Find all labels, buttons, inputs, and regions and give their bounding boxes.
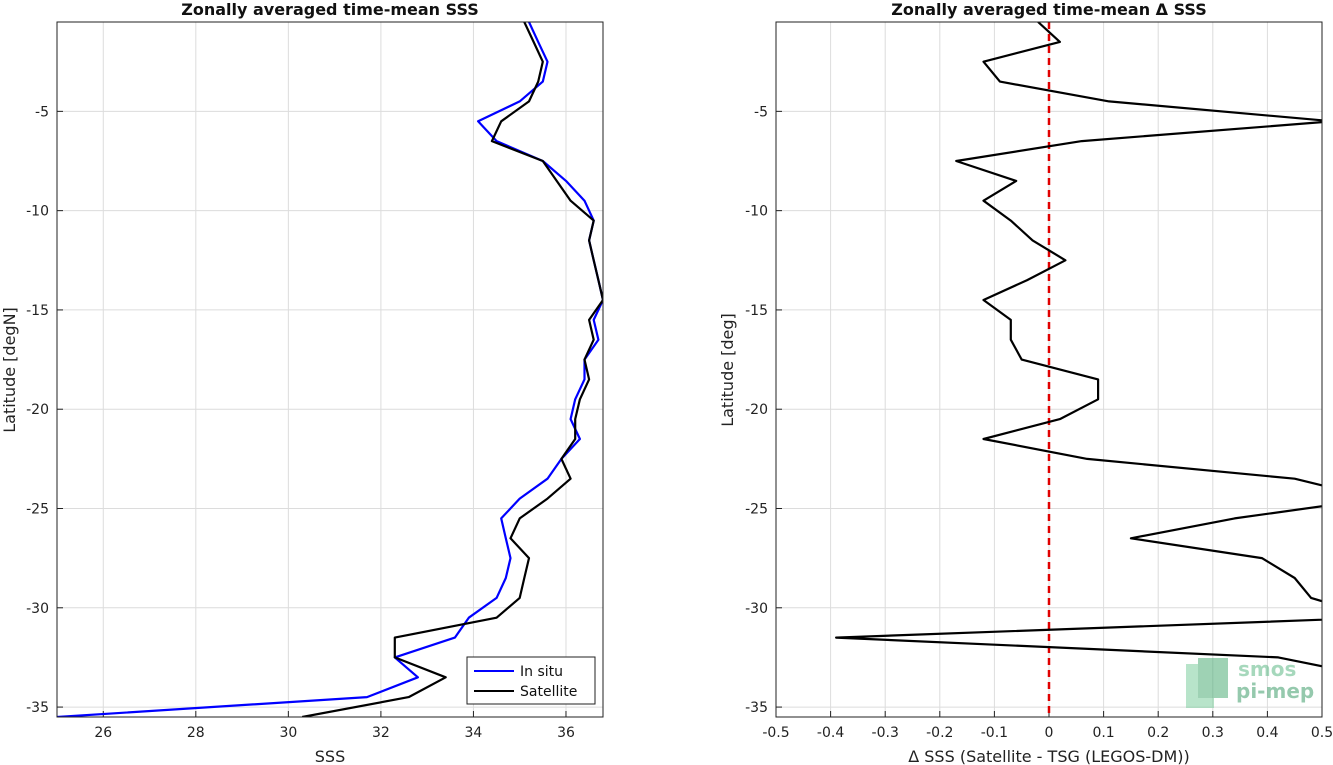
watermark-block-2	[1198, 658, 1228, 698]
right-y-tick-label: -20	[745, 402, 768, 418]
left-x-tick-label: 32	[372, 725, 390, 741]
legend: In situ Satellite	[466, 656, 596, 705]
right-series-line-series-0	[834, 22, 1322, 668]
left-x-axis-label: SSS	[315, 747, 345, 765]
left-ticks: 26 28 30 32 34 36 -35 -30 -25 -20 -15 -10 -5	[26, 104, 575, 741]
right-x-tick-label: -0.1	[981, 725, 1008, 741]
legend-box	[466, 656, 596, 705]
left-panel: 26 28 30 32 34 36 -35 -30 -25 -20 -15 -10 -5 Zonally…	[0, 0, 604, 765]
left-x-tick-label: 26	[94, 725, 112, 741]
left-y-axis-label: Latitude [degN]	[0, 307, 19, 433]
right-y-tick-label: -10	[745, 204, 768, 220]
right-x-tick-label: -0.3	[872, 725, 899, 741]
right-x-tick-label: 0.3	[1202, 725, 1224, 741]
right-y-tick-label: -35	[745, 700, 768, 716]
watermark-line1: smos	[1238, 657, 1296, 681]
right-x-tick-label: -0.5	[762, 725, 789, 741]
left-y-tick-label: -15	[26, 303, 49, 319]
watermark-logo: smos pi-mep	[1186, 657, 1314, 708]
right-series	[834, 22, 1322, 717]
left-series-line-satellite	[301, 22, 603, 717]
right-y-tick-label: -25	[745, 502, 768, 518]
right-x-tick-label: 0.5	[1311, 725, 1333, 741]
left-series-line-in-situ	[57, 22, 603, 717]
left-y-tick-label: -5	[35, 104, 49, 120]
left-x-tick-label: 30	[279, 725, 297, 741]
left-axes-frame	[56, 21, 604, 718]
right-ticks: -0.5 -0.4 -0.3 -0.2 -0.1 0 0.1 0.2 0.3 0.4 0.5 -35 -…	[745, 104, 1333, 741]
right-y-tick-label: -5	[754, 104, 768, 120]
left-x-tick-label: 28	[187, 725, 205, 741]
left-y-tick-label: -25	[26, 502, 49, 518]
right-x-tick-label: 0.1	[1092, 725, 1114, 741]
left-y-tick-label: -30	[26, 601, 49, 617]
left-x-tick-label: 36	[557, 725, 575, 741]
right-y-tick-label: -15	[745, 303, 768, 319]
right-y-tick-label: -30	[745, 601, 768, 617]
legend-label-satellite: Satellite	[520, 684, 577, 700]
right-chart-title: Zonally averaged time-mean Δ SSS	[891, 0, 1207, 19]
left-y-tick-label: -10	[26, 204, 49, 220]
left-y-tick-label: -35	[26, 700, 49, 716]
right-axes-frame	[775, 21, 1323, 718]
right-x-axis-label: Δ SSS (Satellite - TSG (LEGOS-DM))	[908, 747, 1190, 765]
left-x-tick-label: 34	[465, 725, 483, 741]
right-x-tick-label: 0.2	[1147, 725, 1169, 741]
left-series	[57, 22, 603, 717]
right-y-axis-label: Latitude [deg]	[718, 313, 737, 427]
right-x-tick-label: 0.4	[1256, 725, 1278, 741]
right-x-tick-label: 0	[1045, 725, 1054, 741]
legend-label-in-situ: In situ	[520, 664, 563, 680]
right-x-tick-label: -0.2	[926, 725, 953, 741]
right-x-tick-label: -0.4	[817, 725, 844, 741]
left-grid	[57, 22, 603, 717]
watermark-line2: pi-mep	[1236, 679, 1314, 703]
right-panel: -0.5 -0.4 -0.3 -0.2 -0.1 0 0.1 0.2 0.3 0.4 0.5 -35 -…	[718, 0, 1333, 765]
left-chart-title: Zonally averaged time-mean SSS	[181, 0, 479, 19]
left-y-tick-label: -20	[26, 402, 49, 418]
